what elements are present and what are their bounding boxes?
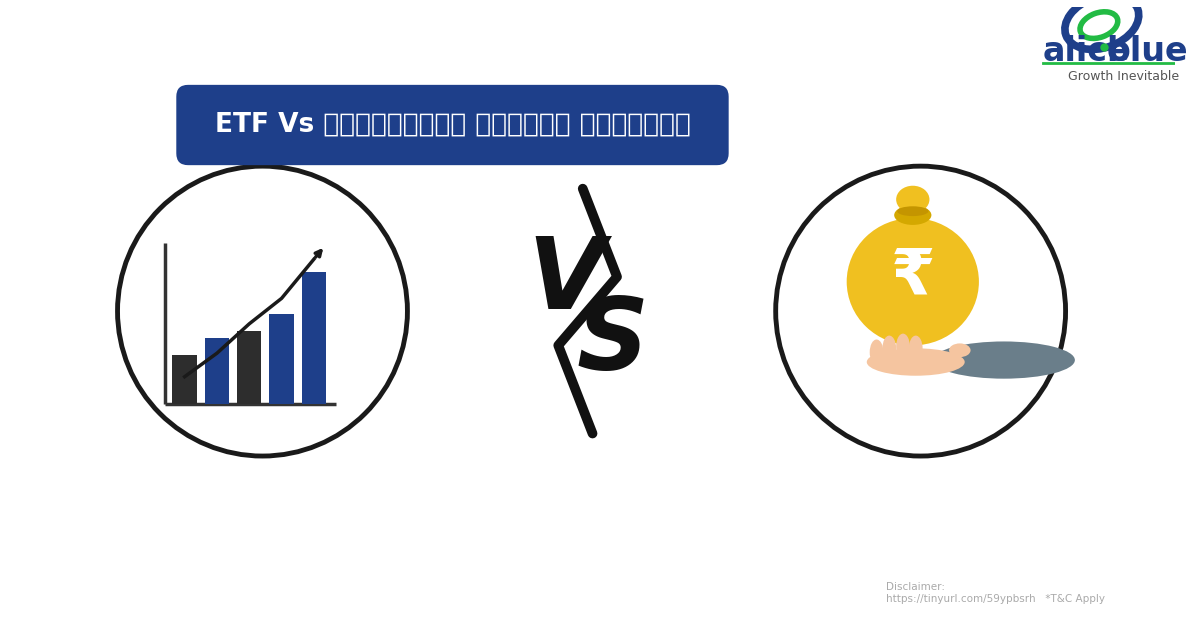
Ellipse shape: [882, 336, 896, 361]
Text: blue: blue: [1106, 35, 1188, 68]
Ellipse shape: [866, 348, 965, 375]
Ellipse shape: [896, 334, 910, 359]
Bar: [269, 314, 294, 404]
Bar: [173, 355, 197, 404]
Ellipse shape: [894, 205, 931, 225]
Text: ₹: ₹: [890, 246, 935, 308]
Ellipse shape: [870, 339, 883, 365]
Bar: [301, 272, 326, 404]
Circle shape: [118, 166, 408, 456]
Ellipse shape: [898, 206, 929, 216]
Ellipse shape: [847, 218, 979, 345]
Circle shape: [775, 166, 1066, 456]
Ellipse shape: [949, 343, 971, 357]
Text: Disclaimer:: Disclaimer:: [887, 582, 946, 593]
Text: V: V: [528, 233, 605, 330]
Ellipse shape: [908, 336, 923, 361]
Text: https://tinyurl.com/59ypbsrh   *T&C Apply: https://tinyurl.com/59ypbsrh *T&C Apply: [887, 594, 1105, 604]
Text: ETF Vs இன்டெக்ஸ் ཕபண்ட் இந்தியா: ETF Vs இன்டெக்ஸ் ཕபண்ட் இந்தியா: [215, 112, 690, 138]
FancyBboxPatch shape: [176, 85, 728, 165]
Ellipse shape: [932, 341, 1075, 379]
Bar: [205, 338, 229, 404]
Bar: [238, 331, 262, 404]
Ellipse shape: [896, 186, 930, 213]
Text: S: S: [576, 294, 648, 391]
Text: Growth Inevitable: Growth Inevitable: [1068, 69, 1178, 83]
Text: alice: alice: [1043, 35, 1130, 68]
